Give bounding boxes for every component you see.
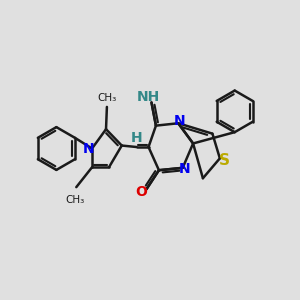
Text: S: S: [219, 153, 230, 168]
Text: H: H: [131, 131, 142, 145]
Text: CH₃: CH₃: [65, 195, 84, 205]
Text: N: N: [178, 162, 190, 176]
Text: CH₃: CH₃: [97, 93, 116, 103]
Text: O: O: [135, 185, 147, 199]
Text: N: N: [174, 114, 185, 128]
Text: NH: NH: [137, 90, 160, 104]
Text: N: N: [83, 142, 94, 155]
